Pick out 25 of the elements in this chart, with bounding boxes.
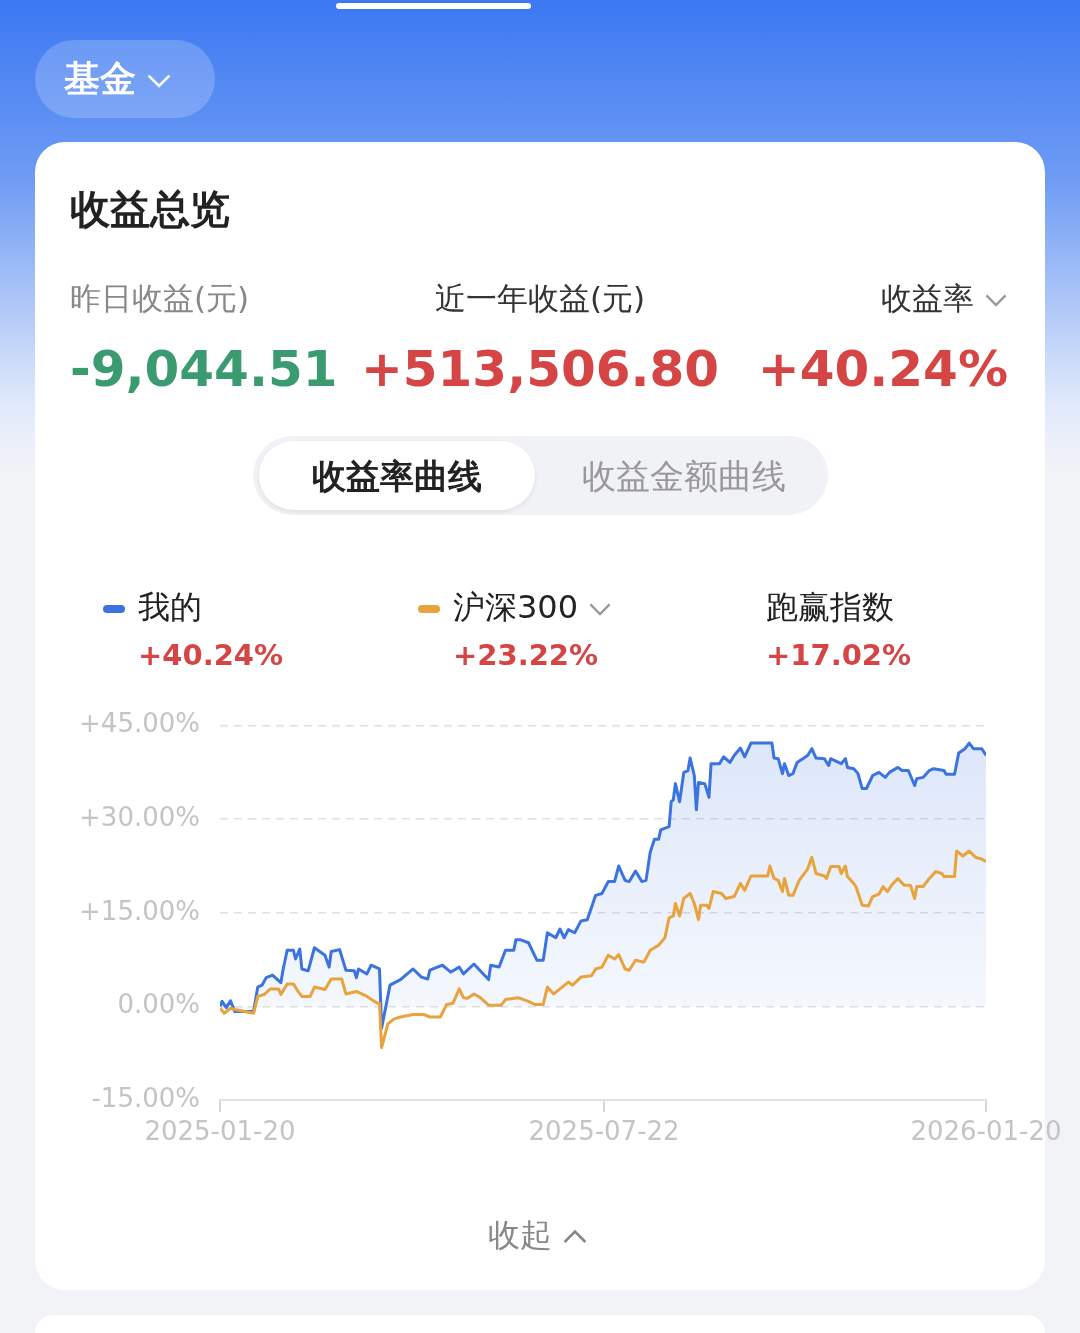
text: +17.02% <box>766 638 912 672</box>
text: 收益率 <box>881 280 974 316</box>
y-tick-label: +45.00% <box>79 708 200 739</box>
text: 基金 <box>64 58 136 99</box>
x-tick-label: 2026-01-20 <box>910 1116 1062 1147</box>
text: +40.24% <box>757 340 1008 398</box>
text: +40.24% <box>138 638 284 672</box>
text: 收益率曲线 <box>312 455 482 498</box>
y-tick-label: +15.00% <box>79 895 200 926</box>
text: 收起 <box>488 1216 552 1254</box>
text: 昨日收益(元) <box>70 279 250 318</box>
text: +23.22% <box>453 638 599 672</box>
y-tick-label: +30.00% <box>79 801 200 832</box>
y-tick-label: 0.00% <box>117 989 200 1020</box>
text: 近一年收益(元) <box>434 279 646 318</box>
text: +513,506.80 <box>360 340 720 398</box>
chart-title: 收益总览 <box>70 185 230 234</box>
legend-label: 我的 <box>138 588 202 626</box>
legend-label: 沪深300 <box>453 588 579 626</box>
y-tick-label: -15.00% <box>91 1082 200 1113</box>
text: 跑赢指数 <box>766 587 894 628</box>
x-tick-label: 2025-07-22 <box>528 1116 680 1147</box>
text: -9,044.51 <box>70 340 338 398</box>
x-tick-label: 2025-01-20 <box>144 1116 296 1147</box>
text: 收益金额曲线 <box>582 455 786 498</box>
